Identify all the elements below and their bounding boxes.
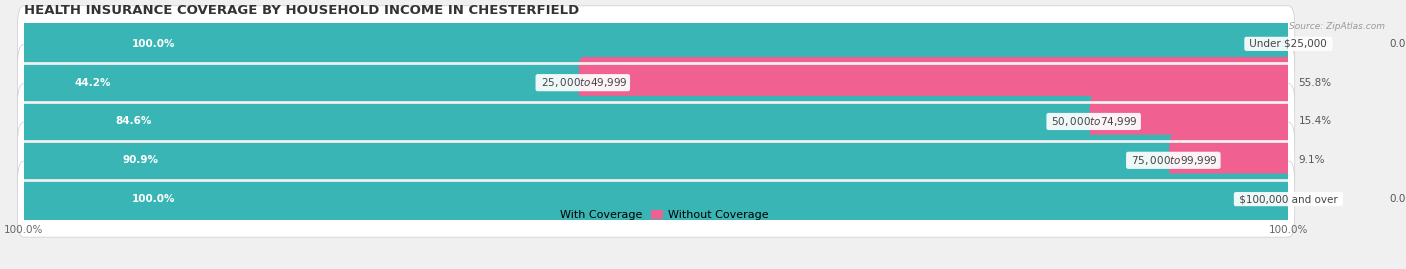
FancyBboxPatch shape <box>17 161 1295 237</box>
FancyBboxPatch shape <box>1090 96 1292 147</box>
Text: 84.6%: 84.6% <box>115 116 152 126</box>
FancyBboxPatch shape <box>579 57 1292 108</box>
Text: 100.0%: 100.0% <box>131 194 174 204</box>
FancyBboxPatch shape <box>20 135 1177 186</box>
FancyBboxPatch shape <box>17 45 1295 121</box>
FancyBboxPatch shape <box>20 174 1292 225</box>
FancyBboxPatch shape <box>1090 96 1292 147</box>
Text: 55.8%: 55.8% <box>1299 78 1331 88</box>
Text: 0.0%: 0.0% <box>1389 194 1406 204</box>
Text: 15.4%: 15.4% <box>1299 116 1331 126</box>
FancyBboxPatch shape <box>20 135 1292 186</box>
Text: HEALTH INSURANCE COVERAGE BY HOUSEHOLD INCOME IN CHESTERFIELD: HEALTH INSURANCE COVERAGE BY HOUSEHOLD I… <box>24 4 579 17</box>
Text: Under $25,000: Under $25,000 <box>1246 39 1330 49</box>
FancyBboxPatch shape <box>1170 135 1292 186</box>
FancyBboxPatch shape <box>579 57 1292 108</box>
FancyBboxPatch shape <box>20 18 1292 69</box>
Text: $75,000 to $99,999: $75,000 to $99,999 <box>1128 154 1219 167</box>
Text: 90.9%: 90.9% <box>122 155 157 165</box>
Text: Source: ZipAtlas.com: Source: ZipAtlas.com <box>1289 22 1385 30</box>
Text: 44.2%: 44.2% <box>75 78 111 88</box>
Text: $25,000 to $49,999: $25,000 to $49,999 <box>537 76 628 89</box>
Text: $50,000 to $74,999: $50,000 to $74,999 <box>1049 115 1139 128</box>
Text: $100,000 and over: $100,000 and over <box>1236 194 1341 204</box>
Text: 9.1%: 9.1% <box>1299 155 1324 165</box>
FancyBboxPatch shape <box>579 57 1292 108</box>
FancyBboxPatch shape <box>17 83 1295 160</box>
FancyBboxPatch shape <box>1170 135 1292 186</box>
FancyBboxPatch shape <box>20 96 1292 147</box>
FancyBboxPatch shape <box>17 6 1295 82</box>
FancyBboxPatch shape <box>1170 135 1292 186</box>
FancyBboxPatch shape <box>17 122 1295 198</box>
FancyBboxPatch shape <box>20 57 1292 108</box>
Legend: With Coverage, Without Coverage: With Coverage, Without Coverage <box>538 206 773 225</box>
Text: 0.0%: 0.0% <box>1389 39 1406 49</box>
Text: 100.0%: 100.0% <box>131 39 174 49</box>
FancyBboxPatch shape <box>20 96 1098 147</box>
FancyBboxPatch shape <box>20 57 586 108</box>
FancyBboxPatch shape <box>1090 96 1292 147</box>
FancyBboxPatch shape <box>20 18 1292 69</box>
FancyBboxPatch shape <box>20 174 1292 225</box>
